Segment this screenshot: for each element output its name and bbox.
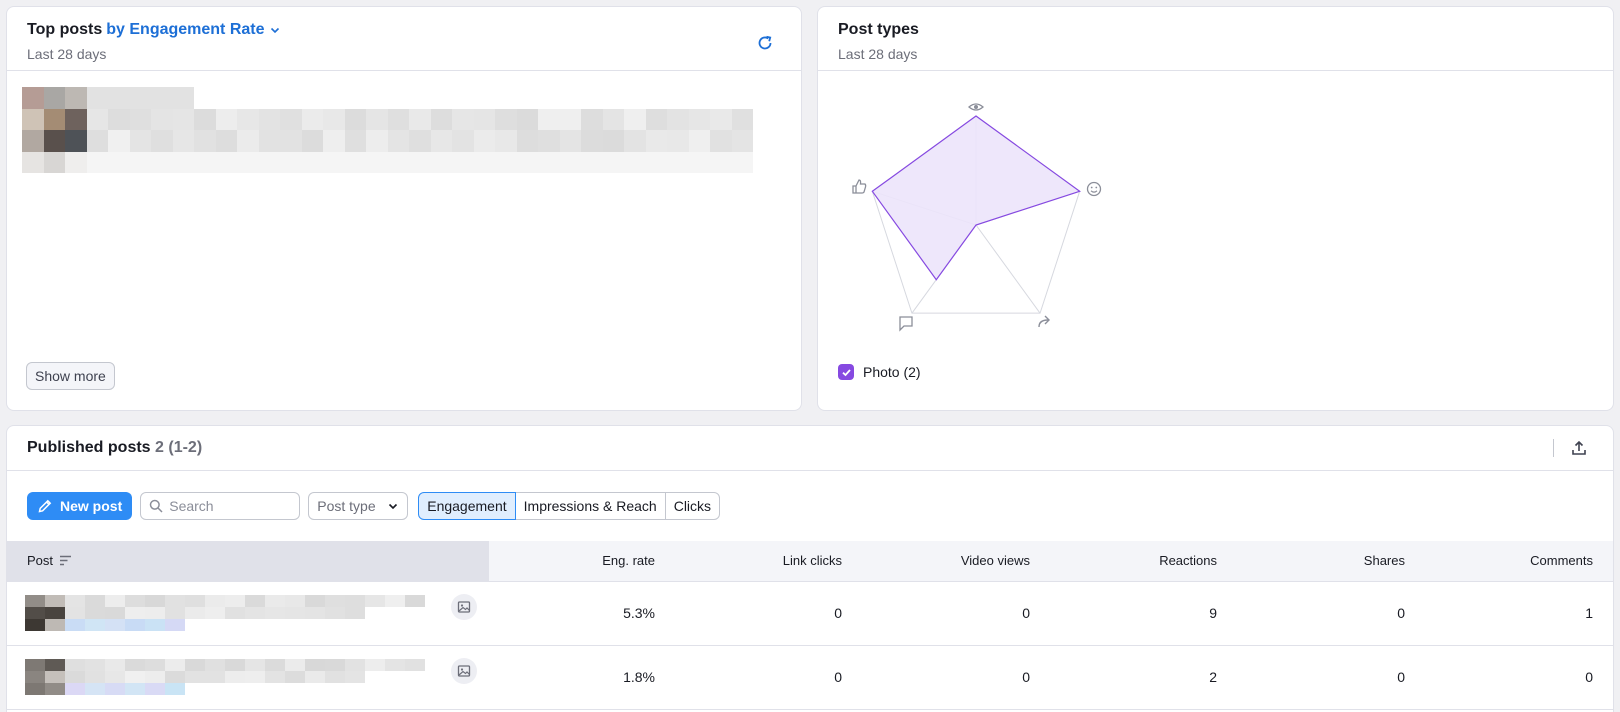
post-types-legend: Photo (2) — [838, 364, 921, 380]
eng-rate-value: 1.8% — [489, 645, 677, 710]
column-post-label: Post — [27, 553, 54, 569]
search-icon — [149, 499, 163, 513]
post-type-select[interactable]: Post type — [308, 492, 409, 520]
posts-table: Post Eng. rate Link clicks Video views R… — [7, 541, 1613, 710]
table-row[interactable]: 1.8% 0 0 2 0 0 — [7, 645, 1613, 710]
image-icon — [457, 600, 471, 613]
likes-thumb-icon — [852, 179, 867, 194]
header-actions — [1553, 439, 1593, 457]
post-preview-blurred[interactable] — [25, 659, 467, 695]
post-cell[interactable] — [7, 645, 489, 710]
reactions-value: 9 — [1052, 581, 1239, 646]
metric-label: by Engagement Rate — [106, 21, 265, 38]
column-comments[interactable]: Comments — [1427, 541, 1613, 582]
post-types-card: Post types Last 28 days Photo (2) — [817, 6, 1614, 411]
new-post-label: New post — [60, 498, 123, 514]
shares-arrow-icon — [1038, 315, 1050, 328]
top-posts-subtitle: Last 28 days — [27, 46, 107, 62]
post-types-radar-chart — [852, 103, 1102, 332]
top-posts-title: Top posts — [27, 21, 103, 38]
divider — [1553, 439, 1554, 457]
photo-checkbox[interactable] — [838, 364, 854, 380]
legend-label-photo: Photo (2) — [863, 364, 921, 380]
published-posts-title: Published posts — [27, 439, 151, 456]
column-shares[interactable]: Shares — [1239, 541, 1427, 582]
post-types-subtitle: Last 28 days — [838, 46, 918, 62]
post-types-title: Post types — [838, 21, 919, 38]
column-eng-rate[interactable]: Eng. rate — [489, 541, 677, 582]
table-header-row: Post Eng. rate Link clicks Video views R… — [7, 541, 1613, 582]
post-types-header: Post types Last 28 days — [818, 7, 1613, 71]
post-preview-blurred[interactable] — [25, 595, 467, 631]
tab-impressions-reach[interactable]: Impressions & Reach — [514, 492, 666, 520]
top-posts-title-row: Top posts by Engagement Rate — [27, 21, 781, 39]
sort-icon[interactable] — [59, 555, 72, 566]
comments-value: 0 — [1427, 645, 1613, 710]
search-input[interactable] — [169, 498, 290, 514]
top-posts-card: Top posts by Engagement Rate Last 28 day… — [6, 6, 802, 411]
table-row[interactable]: 5.3% 0 0 9 0 1 — [7, 581, 1613, 646]
chevron-down-icon — [270, 27, 279, 34]
image-icon — [457, 664, 471, 677]
metric-dropdown[interactable]: by Engagement Rate — [106, 21, 280, 39]
shares-value: 0 — [1239, 581, 1427, 646]
new-post-button[interactable]: New post — [27, 492, 133, 520]
refresh-icon[interactable] — [755, 33, 775, 53]
video-views-value: 0 — [864, 645, 1052, 710]
checkmark-icon — [841, 368, 851, 376]
photo-type-badge — [451, 593, 477, 620]
photo-type-badge — [451, 657, 477, 684]
link-clicks-value: 0 — [677, 581, 864, 646]
tab-engagement[interactable]: Engagement — [418, 492, 516, 520]
search-box — [140, 492, 301, 520]
impressions-eye-icon — [968, 103, 984, 111]
export-icon[interactable] — [1570, 439, 1588, 457]
shares-value: 0 — [1239, 645, 1427, 710]
published-posts-card: Published posts 2 (1-2) New post P — [6, 425, 1614, 712]
comments-bubble-icon — [899, 316, 913, 332]
column-reactions[interactable]: Reactions — [1052, 541, 1239, 582]
posts-toolbar: New post Post type Engagement Impression… — [7, 471, 1613, 541]
post-type-select-label: Post type — [317, 498, 376, 514]
top-posts-header: Top posts by Engagement Rate Last 28 day… — [7, 7, 801, 71]
reactions-smile-icon — [1086, 181, 1102, 197]
reactions-value: 2 — [1052, 645, 1239, 710]
show-more-button[interactable]: Show more — [26, 362, 115, 390]
comments-value: 1 — [1427, 581, 1613, 646]
link-clicks-value: 0 — [677, 645, 864, 710]
metric-tabs: Engagement Impressions & Reach Clicks — [418, 492, 721, 520]
eng-rate-value: 5.3% — [489, 581, 677, 646]
published-posts-header: Published posts 2 (1-2) — [7, 426, 1613, 471]
top-post-preview-blurred[interactable] — [22, 87, 753, 173]
column-link-clicks[interactable]: Link clicks — [677, 541, 864, 582]
column-video-views[interactable]: Video views — [864, 541, 1052, 582]
post-cell[interactable] — [7, 581, 489, 646]
chevron-down-icon — [389, 503, 398, 510]
published-posts-title-row: Published posts 2 (1-2) — [27, 439, 202, 457]
radar-spoke — [975, 224, 1041, 314]
tab-clicks[interactable]: Clicks — [664, 492, 721, 520]
column-post[interactable]: Post — [7, 541, 489, 582]
published-posts-count: 2 (1-2) — [155, 439, 203, 456]
radar-series-photo[interactable] — [871, 115, 1081, 281]
video-views-value: 0 — [864, 581, 1052, 646]
pencil-icon — [38, 499, 52, 513]
